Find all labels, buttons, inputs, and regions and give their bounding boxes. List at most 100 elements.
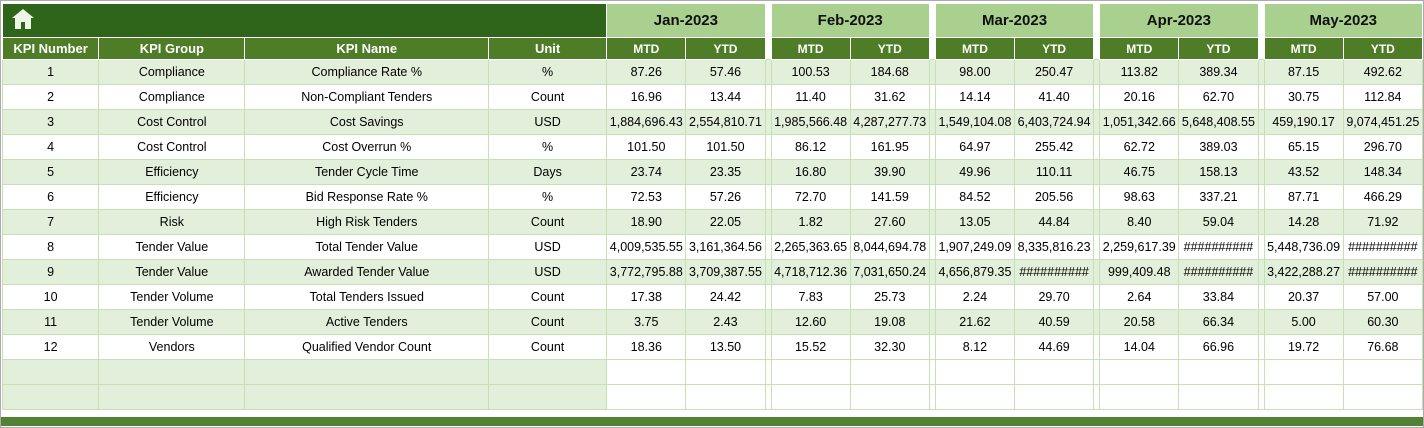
empty-cell[interactable] — [1014, 359, 1095, 385]
empty-cell[interactable] — [849, 359, 930, 385]
cell-value[interactable]: 13.44 — [685, 84, 766, 110]
cell-value[interactable]: 255.42 — [1014, 134, 1095, 160]
cell-value[interactable]: 4,656,879.35 — [934, 259, 1016, 285]
cell-value[interactable]: 18.90 — [606, 209, 687, 235]
cell-value[interactable]: 66.34 — [1178, 309, 1259, 335]
cell-kpi-group[interactable]: Tender Value — [98, 259, 246, 285]
cell-value[interactable]: 8,335,816.23 — [1014, 234, 1095, 260]
cell-value[interactable]: 14.04 — [1099, 334, 1180, 360]
cell-value[interactable]: 41.40 — [1014, 84, 1095, 110]
cell-value[interactable]: 39.90 — [849, 159, 930, 185]
cell-kpi-group[interactable]: Efficiency — [98, 184, 246, 210]
cell-value[interactable]: 459,190.17 — [1263, 109, 1344, 135]
cell-kpi-name[interactable]: Cost Overrun % — [244, 134, 489, 160]
cell-value[interactable]: 44.69 — [1014, 334, 1095, 360]
cell-kpi-number[interactable]: 5 — [1, 159, 100, 185]
home-icon[interactable] — [8, 6, 38, 32]
mtd-header[interactable]: MTD — [1099, 37, 1180, 60]
cell-unit[interactable]: USD — [487, 234, 608, 260]
empty-cell[interactable] — [1342, 359, 1423, 385]
cell-value[interactable]: 17.38 — [606, 284, 687, 310]
cell-value[interactable]: 184.68 — [849, 59, 930, 85]
cell-value[interactable]: 43.52 — [1263, 159, 1344, 185]
cell-value[interactable]: 3,772,795.88 — [606, 259, 687, 285]
cell-value[interactable]: 65.15 — [1263, 134, 1344, 160]
month-header[interactable]: Feb-2023 — [770, 3, 930, 38]
cell-value[interactable]: 64.97 — [934, 134, 1016, 160]
empty-cell[interactable] — [1263, 384, 1344, 410]
cell-value[interactable]: 492.62 — [1342, 59, 1423, 85]
corner-cell[interactable] — [1, 3, 608, 38]
cell-value[interactable]: 999,409.48 — [1099, 259, 1180, 285]
mtd-header[interactable]: MTD — [1263, 37, 1344, 60]
cell-value[interactable]: 337.21 — [1178, 184, 1259, 210]
cell-unit[interactable]: % — [487, 184, 608, 210]
cell-value[interactable]: 76.68 — [1342, 334, 1423, 360]
cell-kpi-name[interactable]: Cost Savings — [244, 109, 489, 135]
cell-value[interactable]: 72.70 — [770, 184, 851, 210]
cell-value[interactable]: 1,051,342.66 — [1099, 109, 1180, 135]
cell-value[interactable]: 2,554,810.71 — [685, 109, 766, 135]
cell-value[interactable]: 11.40 — [770, 84, 851, 110]
cell-value[interactable]: 57.26 — [685, 184, 766, 210]
empty-cell[interactable] — [244, 359, 489, 385]
cell-value[interactable]: 14.14 — [934, 84, 1016, 110]
cell-value[interactable]: 20.16 — [1099, 84, 1180, 110]
mtd-header[interactable]: MTD — [770, 37, 851, 60]
cell-value[interactable]: 113.82 — [1099, 59, 1180, 85]
cell-kpi-number[interactable]: 3 — [1, 109, 100, 135]
cell-unit[interactable]: Count — [487, 84, 608, 110]
cell-value[interactable]: 148.34 — [1342, 159, 1423, 185]
cell-value[interactable]: 44.84 — [1014, 209, 1095, 235]
cell-kpi-name[interactable]: Qualified Vendor Count — [244, 334, 489, 360]
cell-kpi-group[interactable]: Vendors — [98, 334, 246, 360]
cell-kpi-number[interactable]: 2 — [1, 84, 100, 110]
cell-value[interactable]: 7,031,650.24 — [849, 259, 930, 285]
cell-value[interactable]: 60.30 — [1342, 309, 1423, 335]
cell-value[interactable]: 20.37 — [1263, 284, 1344, 310]
cell-value[interactable]: 15.52 — [770, 334, 851, 360]
cell-unit[interactable]: Count — [487, 284, 608, 310]
left-column-header[interactable]: Unit — [487, 37, 608, 60]
left-column-header[interactable]: KPI Name — [244, 37, 489, 60]
cell-kpi-group[interactable]: Efficiency — [98, 159, 246, 185]
cell-value[interactable]: 161.95 — [849, 134, 930, 160]
cell-value[interactable]: 14.28 — [1263, 209, 1344, 235]
cell-value[interactable]: 3,709,387.55 — [685, 259, 766, 285]
cell-value[interactable]: 29.70 — [1014, 284, 1095, 310]
cell-value[interactable]: 296.70 — [1342, 134, 1423, 160]
cell-value[interactable]: 8,044,694.78 — [849, 234, 930, 260]
cell-kpi-group[interactable]: Compliance — [98, 84, 246, 110]
cell-value[interactable]: 23.74 — [606, 159, 687, 185]
empty-cell[interactable] — [1342, 384, 1423, 410]
month-header[interactable]: Apr-2023 — [1099, 3, 1259, 38]
ytd-header[interactable]: YTD — [1178, 37, 1259, 60]
cell-kpi-name[interactable]: Total Tenders Issued — [244, 284, 489, 310]
ytd-header[interactable]: YTD — [1342, 37, 1423, 60]
empty-cell[interactable] — [244, 384, 489, 410]
left-column-header[interactable]: KPI Group — [98, 37, 246, 60]
cell-value[interactable]: 250.47 — [1014, 59, 1095, 85]
cell-value[interactable]: 71.92 — [1342, 209, 1423, 235]
cell-value[interactable]: 4,718,712.36 — [770, 259, 851, 285]
cell-value[interactable]: 205.56 — [1014, 184, 1095, 210]
empty-cell[interactable] — [1099, 384, 1180, 410]
cell-value[interactable]: 25.73 — [849, 284, 930, 310]
cell-value[interactable]: 466.29 — [1342, 184, 1423, 210]
cell-value[interactable]: 5,448,736.09 — [1263, 234, 1344, 260]
ytd-header[interactable]: YTD — [685, 37, 766, 60]
cell-value[interactable]: 57.46 — [685, 59, 766, 85]
cell-value[interactable]: 18.36 — [606, 334, 687, 360]
cell-value[interactable]: 6,403,724.94 — [1014, 109, 1095, 135]
cell-value[interactable]: 98.00 — [934, 59, 1016, 85]
cell-value[interactable]: 1,884,696.43 — [606, 109, 687, 135]
cell-unit[interactable]: Count — [487, 334, 608, 360]
cell-value[interactable]: 21.62 — [934, 309, 1016, 335]
cell-value[interactable]: 3,422,288.27 — [1263, 259, 1344, 285]
empty-cell[interactable] — [770, 384, 851, 410]
cell-kpi-number[interactable]: 8 — [1, 234, 100, 260]
cell-kpi-number[interactable]: 11 — [1, 309, 100, 335]
cell-value[interactable]: 101.50 — [685, 134, 766, 160]
empty-cell[interactable] — [770, 359, 851, 385]
cell-value[interactable]: 8.40 — [1099, 209, 1180, 235]
